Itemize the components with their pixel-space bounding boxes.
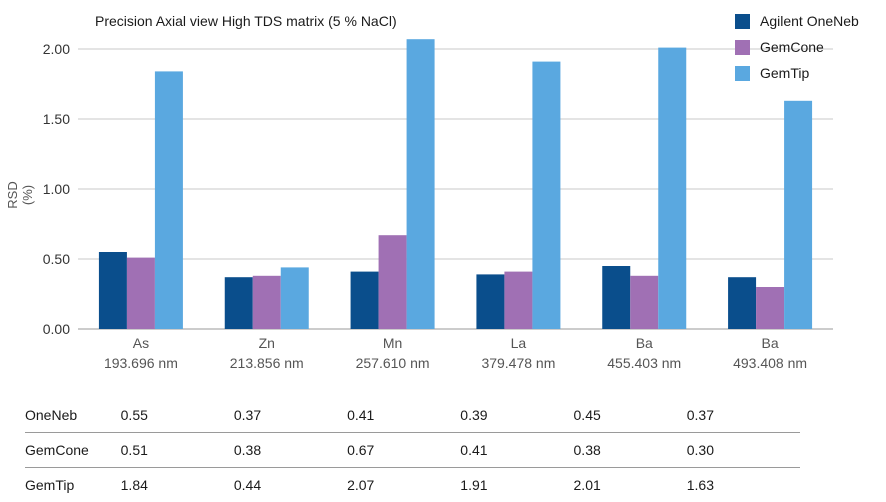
legend-item-oneneb: Agilent OneNeb [735, 8, 859, 34]
table-cell: 0.45 [574, 398, 687, 433]
x-tick-label: La [511, 335, 527, 351]
x-tick-wavelength: 213.856 nm [230, 355, 304, 371]
bar-gemtip [532, 62, 560, 329]
x-tick-label: Mn [383, 335, 402, 351]
legend-item-gemcone: GemCone [735, 34, 859, 60]
legend: Agilent OneNeb GemCone GemTip [735, 8, 859, 86]
row-label: OneNeb [25, 398, 121, 433]
row-label: GemTip [25, 468, 121, 502]
bar-gemtip [658, 48, 686, 329]
legend-swatch-gemcone [735, 40, 750, 55]
legend-item-gemtip: GemTip [735, 60, 859, 86]
table-cell: 0.30 [687, 433, 800, 468]
bar-gemcone [253, 276, 281, 329]
table-cell: 1.63 [687, 468, 800, 502]
table-cell: 1.91 [460, 468, 573, 502]
bar-agilent-oneneb [476, 274, 504, 329]
table-cell: 0.41 [347, 398, 460, 433]
y-tick-label: 1.00 [43, 181, 70, 197]
bar-agilent-oneneb [351, 272, 379, 329]
bar-gemcone [756, 287, 784, 329]
row-label: GemCone [25, 433, 121, 468]
bar-agilent-oneneb [602, 266, 630, 329]
legend-label-oneneb: Agilent OneNeb [760, 13, 859, 29]
table-row: OneNeb 0.55 0.37 0.41 0.39 0.45 0.37 [25, 398, 800, 433]
bar-gemcone [127, 258, 155, 329]
table-cell: 1.84 [121, 468, 234, 502]
data-table: OneNeb 0.55 0.37 0.41 0.39 0.45 0.37 Gem… [25, 398, 800, 502]
legend-label-gemcone: GemCone [760, 39, 824, 55]
x-tick-label: As [133, 335, 149, 351]
table-row: GemTip 1.84 0.44 2.07 1.91 2.01 1.63 [25, 468, 800, 502]
x-tick-wavelength: 493.408 nm [733, 355, 807, 371]
table-cell: 2.01 [574, 468, 687, 502]
y-tick-label: 2.00 [43, 41, 70, 57]
table-cell: 0.38 [574, 433, 687, 468]
y-axis-label: RSD (%) [5, 170, 35, 220]
table-cell: 2.07 [347, 468, 460, 502]
bar-gemcone [630, 276, 658, 329]
legend-label-gemtip: GemTip [760, 65, 809, 81]
x-tick-label: Zn [259, 335, 275, 351]
table-cell: 0.37 [234, 398, 347, 433]
table-cell: 0.55 [121, 398, 234, 433]
y-tick-label: 0.00 [43, 321, 70, 337]
table-cell: 0.41 [460, 433, 573, 468]
x-tick-wavelength: 257.610 nm [356, 355, 430, 371]
x-tick-label: Ba [636, 335, 653, 351]
table-cell: 0.67 [347, 433, 460, 468]
bar-gemtip [281, 267, 309, 329]
table-cell: 0.37 [687, 398, 800, 433]
bar-gemtip [155, 71, 183, 329]
table-cell: 0.38 [234, 433, 347, 468]
bar-agilent-oneneb [99, 252, 127, 329]
y-tick-label: 1.50 [43, 111, 70, 127]
x-tick-label: Ba [762, 335, 779, 351]
bar-agilent-oneneb [728, 277, 756, 329]
bar-gemcone [379, 235, 407, 329]
bar-gemcone [504, 272, 532, 329]
table-cell: 0.51 [121, 433, 234, 468]
bar-agilent-oneneb [225, 277, 253, 329]
x-tick-wavelength: 193.696 nm [104, 355, 178, 371]
table-row: GemCone 0.51 0.38 0.67 0.41 0.38 0.30 [25, 433, 800, 468]
x-tick-wavelength: 455.403 nm [607, 355, 681, 371]
table-cell: 0.39 [460, 398, 573, 433]
chart-title: Precision Axial view High TDS matrix (5 … [95, 13, 397, 29]
x-tick-wavelength: 379.478 nm [481, 355, 555, 371]
y-tick-label: 0.50 [43, 251, 70, 267]
legend-swatch-gemtip [735, 66, 750, 81]
bar-gemtip [407, 39, 435, 329]
bar-gemtip [784, 101, 812, 329]
table-cell: 0.44 [234, 468, 347, 502]
legend-swatch-oneneb [735, 14, 750, 29]
